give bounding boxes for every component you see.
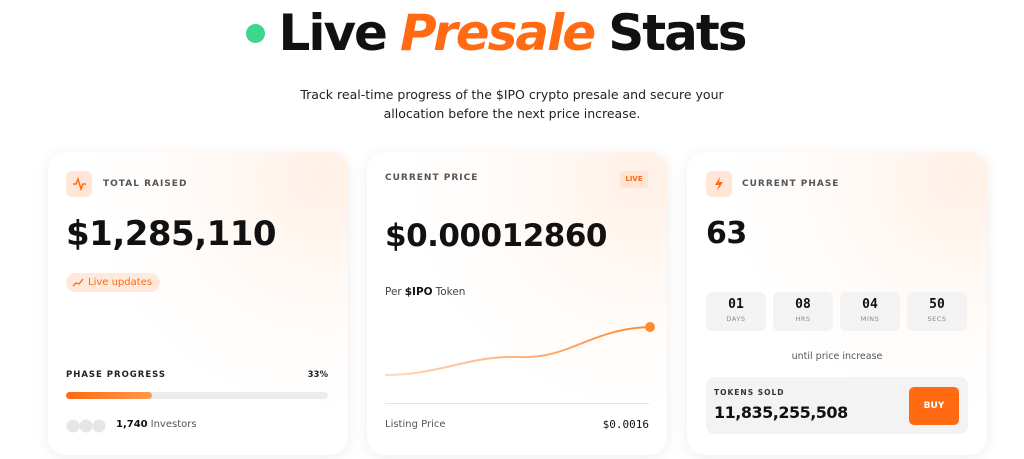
buy-button[interactable]: BUY bbox=[909, 387, 959, 425]
avatars bbox=[66, 419, 106, 433]
countdown-box: 08 HRS bbox=[773, 292, 833, 331]
trend-icon bbox=[72, 278, 84, 287]
live-dot bbox=[246, 24, 265, 43]
title-word: Stats bbox=[608, 4, 747, 62]
icon-graphic bbox=[715, 177, 723, 191]
listing-label: Listing Price bbox=[385, 419, 446, 430]
countdown-unit: SECS bbox=[927, 315, 947, 323]
progress-track bbox=[66, 392, 328, 399]
countdown-value: 04 bbox=[862, 297, 878, 312]
badge-text: Live updates bbox=[88, 277, 153, 288]
progress-value: 33% bbox=[307, 370, 328, 380]
countdown-unit: DAYS bbox=[726, 315, 746, 323]
icon bbox=[706, 171, 732, 197]
listing-value: $0.0016 bbox=[602, 418, 649, 431]
unit-text: Per bbox=[385, 286, 402, 298]
countdown-value: 01 bbox=[728, 297, 744, 312]
card-label: CURRENT PHASE bbox=[742, 179, 840, 189]
countdown-box: 50 SECS bbox=[907, 292, 967, 331]
title: Live Presale Stats bbox=[0, 0, 1024, 66]
countdown-box: 04 MINS bbox=[840, 292, 900, 331]
countdown-note: until price increase bbox=[791, 351, 883, 362]
badge: Live updates bbox=[66, 273, 161, 292]
card bbox=[367, 152, 667, 455]
subtitle: allocation before the next price increas… bbox=[383, 106, 641, 121]
progress-label: PHASE PROGRESS bbox=[66, 370, 167, 380]
price-curve bbox=[384, 322, 655, 376]
title-word: Presale bbox=[399, 4, 596, 62]
live-badge: LIVE bbox=[620, 171, 648, 188]
subtitle: Track real-time progress of the $IPO cry… bbox=[300, 87, 724, 102]
icon bbox=[66, 171, 92, 197]
amount: 63 bbox=[706, 216, 747, 251]
unit-text: Token bbox=[435, 286, 466, 298]
countdown-unit: MINS bbox=[860, 315, 880, 323]
unit-token: $IPO bbox=[404, 286, 433, 298]
progress-fill bbox=[66, 392, 153, 399]
tokens-value: 11,835,255,508 bbox=[714, 403, 848, 422]
countdown-value: 50 bbox=[929, 297, 945, 312]
card bbox=[48, 152, 348, 455]
tokens-label: TOKENS SOLD bbox=[714, 388, 785, 397]
card-label: TOTAL RAISED bbox=[103, 179, 188, 189]
amount: $1,285,110 bbox=[66, 214, 277, 254]
title-word: Live bbox=[278, 4, 388, 62]
investors-text: Investors bbox=[150, 419, 197, 430]
countdown-unit: HRS bbox=[795, 315, 811, 323]
investors: 1,740 Investors bbox=[116, 419, 197, 430]
countdown-box: 01 DAYS bbox=[706, 292, 766, 331]
amount: $0.00012860 bbox=[385, 218, 607, 254]
divider bbox=[385, 403, 649, 404]
icon-graphic bbox=[73, 176, 86, 192]
card-label: CURRENT PRICE bbox=[385, 173, 479, 183]
unit: Per $IPO Token bbox=[385, 286, 465, 298]
investors-count: 1,740 bbox=[116, 419, 148, 430]
countdown-value: 08 bbox=[795, 297, 811, 312]
